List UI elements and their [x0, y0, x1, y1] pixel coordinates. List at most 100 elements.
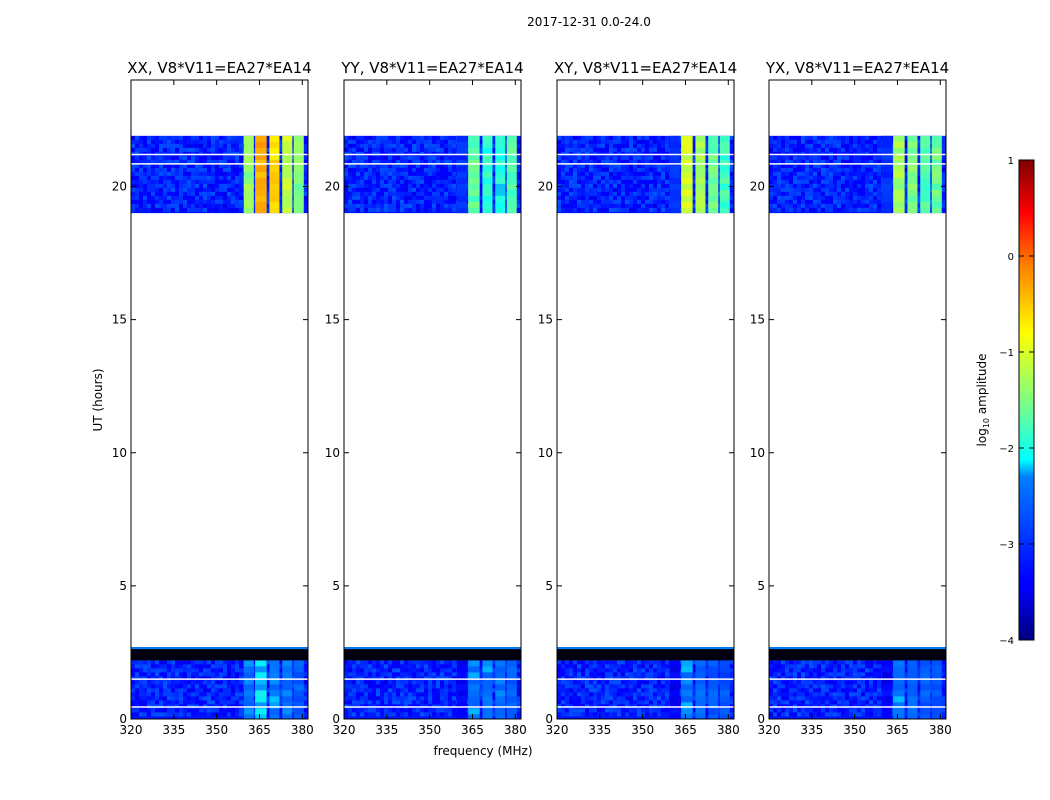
heatmap-cell [360, 139, 364, 144]
heatmap-cell [649, 147, 653, 152]
heatmap-cell [392, 680, 396, 685]
heatmap-cell [175, 171, 179, 176]
heatmap-cell [199, 700, 203, 705]
channel-cell [495, 708, 506, 715]
flagged-band [131, 647, 308, 661]
channel-cell [255, 171, 267, 178]
channel-cell [719, 201, 730, 208]
heatmap-cell [135, 207, 139, 212]
heatmap-cell [356, 135, 360, 140]
heatmap-cell [589, 660, 593, 665]
heatmap-cell [303, 167, 307, 172]
heatmap-cell [211, 696, 215, 701]
heatmap-cell [589, 680, 593, 685]
heatmap-cell [420, 155, 424, 160]
heatmap-cell [649, 195, 653, 200]
heatmap-cell [641, 147, 645, 152]
heatmap-cell [291, 664, 295, 669]
heatmap-cell [516, 688, 520, 693]
heatmap-cell [597, 183, 601, 188]
heatmap-cell [352, 700, 356, 705]
heatmap-cell [183, 688, 187, 693]
heatmap-cell [557, 692, 561, 697]
heatmap-cell [444, 183, 448, 188]
heatmap-cell [231, 163, 235, 168]
heatmap-cell [416, 139, 420, 144]
heatmap-cell [408, 135, 412, 140]
heatmap-cell [448, 700, 452, 705]
heatmap-cell [380, 191, 384, 196]
heatmap-cell [303, 664, 307, 669]
heatmap-cell [601, 668, 605, 673]
heatmap-cell [211, 700, 215, 705]
heatmap-cell [143, 696, 147, 701]
heatmap-cell [151, 664, 155, 669]
heatmap-cell [372, 163, 376, 168]
heatmap-cell [629, 203, 633, 208]
heatmap-cell [235, 159, 239, 164]
heatmap-cell [392, 179, 396, 184]
heatmap-cell [569, 712, 573, 717]
heatmap-cell [147, 171, 151, 176]
heatmap-cell [191, 692, 195, 697]
heatmap-cell [207, 696, 211, 701]
heatmap-cell [573, 163, 577, 168]
heatmap-cell [171, 692, 175, 697]
heatmap-cell [452, 668, 456, 673]
heatmap-cell [665, 680, 669, 685]
heatmap-cell [151, 187, 155, 192]
heatmap-cell [516, 692, 520, 697]
heatmap-cell [645, 139, 649, 144]
heatmap-cell [729, 167, 733, 172]
heatmap-cell [448, 143, 452, 148]
channel-cell [456, 690, 467, 697]
heatmap-cell [303, 680, 307, 685]
heatmap-cell [613, 672, 617, 677]
heatmap-cell [203, 207, 207, 212]
heatmap-cell [705, 207, 709, 212]
heatmap-cell [364, 191, 368, 196]
heatmap-cell [163, 672, 167, 677]
heatmap-cell [629, 668, 633, 673]
heatmap-cell [569, 175, 573, 180]
heatmap-cell [905, 143, 909, 148]
heatmap-cell [717, 175, 721, 180]
heatmap-cell [183, 664, 187, 669]
channel-cell [468, 201, 480, 208]
heatmap-cell [203, 688, 207, 693]
heatmap-cell [444, 207, 448, 212]
heatmap-cell [705, 187, 709, 192]
heatmap-cell [617, 700, 621, 705]
heatmap-cell [605, 668, 609, 673]
heatmap-cell [376, 680, 380, 685]
heatmap-cell [303, 139, 307, 144]
channel-cell [695, 183, 706, 190]
heatmap-cell [368, 664, 372, 669]
heatmap-cell [159, 712, 163, 717]
heatmap-cell [416, 688, 420, 693]
heatmap-cell [151, 696, 155, 701]
heatmap-cell [589, 672, 593, 677]
heatmap-cell [235, 203, 239, 208]
heatmap-cell [404, 139, 408, 144]
heatmap-cell [589, 191, 593, 196]
heatmap-cell [404, 143, 408, 148]
heatmap-cell [661, 155, 665, 160]
heatmap-cell [372, 708, 376, 713]
heatmap-cell [573, 171, 577, 176]
heatmap-cell [557, 684, 561, 689]
heatmap-cell [380, 664, 384, 669]
heatmap-cell [352, 167, 356, 172]
heatmap-cell [207, 167, 211, 172]
heatmap-cell [577, 203, 581, 208]
heatmap-cell [845, 143, 849, 148]
heatmap-cell [348, 688, 352, 693]
heatmap-cell [303, 688, 307, 693]
heatmap-cell [569, 692, 573, 697]
heatmap-cell [219, 680, 223, 685]
heatmap-cell [516, 712, 520, 717]
heatmap-cell [444, 688, 448, 693]
heatmap-cell [360, 664, 364, 669]
heatmap-cell [641, 660, 645, 665]
heatmap-cell [585, 191, 589, 196]
